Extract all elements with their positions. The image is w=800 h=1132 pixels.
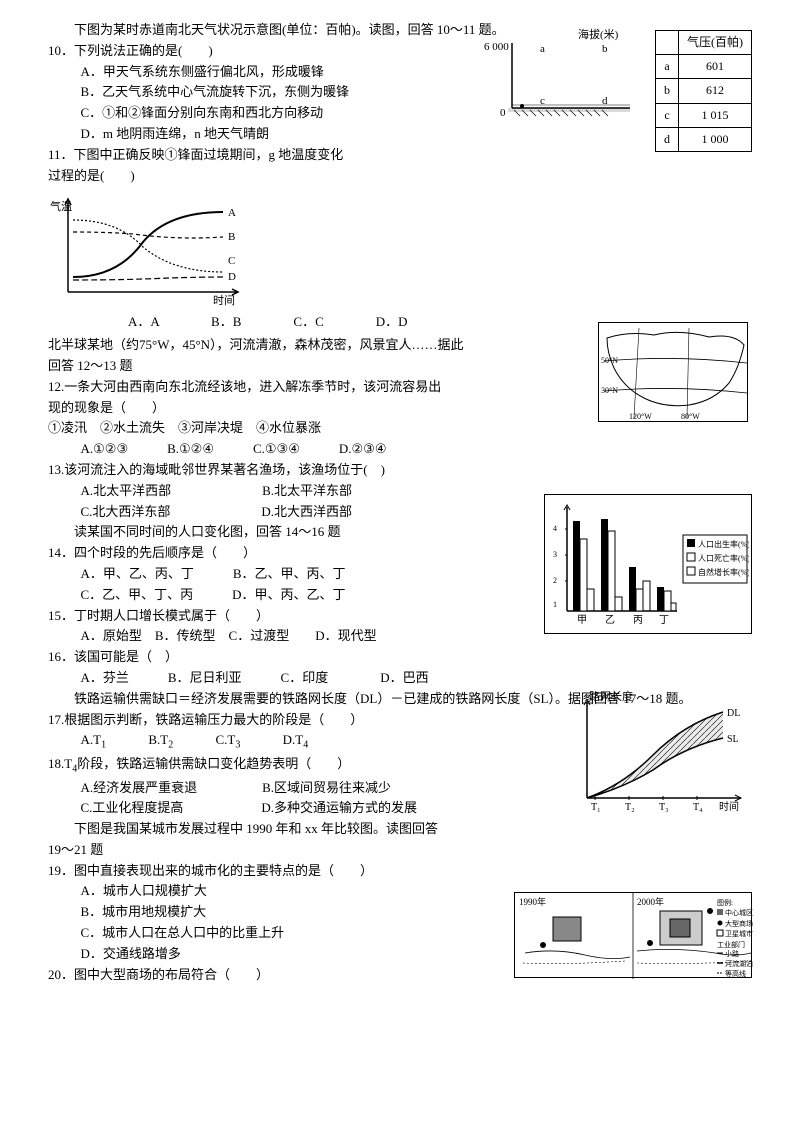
svg-text:B: B [228, 231, 235, 243]
intro-19b: 19～21 题 [48, 840, 752, 861]
intro-19: 下图是我国某城市发展过程中 1990 年和 xx 年比较图。读图回答 [48, 819, 752, 840]
svg-text:1990年: 1990年 [519, 896, 546, 907]
q11-opts: A．A B．B C．C D．D [128, 312, 408, 333]
q10-stem: 10．下列说法正确的是( ) [48, 41, 752, 62]
q10-c: C．①和②锋面分别向东南和西北方向移动 [48, 103, 752, 124]
svg-text:自然增长率(%): 自然增长率(%) [698, 567, 749, 577]
q19-stem: 19．图中直接表现出来的城市化的主要特点的是（ ） [48, 861, 752, 882]
svg-text:时间: 时间 [719, 800, 739, 813]
q10-b: B．乙天气系统中心气流旋转下沉，东侧为暖锋 [48, 82, 752, 103]
svg-text:小路: 小路 [725, 949, 739, 958]
svg-text:等高线: 等高线 [725, 969, 746, 978]
q10-a: A．甲天气系统东侧盛行偏北风，形成暖锋 [48, 62, 752, 83]
svg-text:30°N: 30°N [601, 386, 618, 395]
svg-text:A: A [228, 207, 236, 219]
svg-text:a: a [540, 43, 545, 55]
altitude-diagram: 海拔(米) 6 000 0 a b c d [482, 28, 632, 120]
svg-text:工业部门: 工业部门 [717, 940, 745, 949]
svg-text:丁: 丁 [659, 615, 669, 626]
rail-chart: 路网长度 DL SL T₁ T₂ T₃ T₄ 时间 [573, 690, 748, 818]
svg-text:路网长度: 路网长度 [589, 690, 633, 703]
svg-text:乙: 乙 [605, 614, 615, 626]
svg-text:T₁: T₁ [591, 802, 601, 813]
svg-text:图例:: 图例: [717, 898, 733, 907]
pop-bar-chart: 4 3 2 1 甲 乙 丙 丁 [544, 494, 752, 634]
q12-opts: A.①②③ B.①②④ C.①③④ D.②③④ [48, 439, 752, 460]
svg-text:SL: SL [727, 734, 739, 745]
svg-text:人口出生率(%): 人口出生率(%) [698, 539, 749, 549]
svg-text:D: D [228, 271, 236, 283]
city-map: 1990年 2000年 图例: 中心城区 大型商场 卫星城市 工业部门 小路 河… [514, 892, 752, 978]
temp-line-chart: 气温 时间 A B C D [48, 192, 248, 312]
svg-text:中心城区: 中心城区 [725, 908, 753, 917]
svg-text:c: c [540, 95, 545, 107]
svg-text:3: 3 [553, 550, 557, 559]
svg-text:120°W: 120°W [629, 412, 652, 421]
svg-text:T₄: T₄ [693, 802, 703, 813]
svg-text:d: d [602, 95, 608, 107]
svg-text:气温: 气温 [50, 199, 72, 213]
svg-text:0: 0 [500, 107, 506, 119]
svg-text:甲: 甲 [577, 615, 587, 626]
svg-text:河流湖泊: 河流湖泊 [725, 959, 753, 968]
q13-stem: 13.该河流注入的海域毗邻世界某著名渔场，该渔场位于( ) [48, 460, 752, 481]
q10-d: D．m 地阴雨连绵，n 地天气晴朗 [48, 124, 752, 145]
svg-text:T₂: T₂ [625, 802, 635, 813]
svg-text:4: 4 [553, 524, 557, 533]
q11-stem: 11．下图中正确反映①锋面过境期间，g 地温度变化 [48, 145, 752, 166]
svg-text:DL: DL [727, 708, 740, 719]
svg-text:人口死亡率(%): 人口死亡率(%) [698, 553, 749, 563]
svg-text:b: b [602, 43, 608, 55]
svg-text:6 000: 6 000 [484, 41, 509, 53]
na-map: 50°N 30°N 120°W 80°W [598, 322, 748, 422]
intro-10-11: 下图为某时赤道南北天气状况示意图(单位：百帕)。读图，回答 10～11 题。 [48, 20, 752, 41]
svg-text:50°N: 50°N [601, 356, 618, 365]
svg-text:2: 2 [553, 576, 557, 585]
svg-text:80°W: 80°W [681, 412, 700, 421]
pressure-table: 气压(百帕) a601 b612 c1 015 d1 000 [655, 30, 752, 152]
svg-text:T₃: T₃ [659, 802, 669, 813]
q16-stem: 16．该国可能是（ ） [48, 647, 752, 668]
alt-ylabel: 海拔(米) [578, 28, 619, 41]
svg-text:C: C [228, 255, 235, 267]
svg-text:卫星城市: 卫星城市 [725, 929, 753, 938]
svg-text:2000年: 2000年 [637, 896, 664, 907]
svg-text:大型商场: 大型商场 [725, 919, 753, 928]
svg-text:丙: 丙 [633, 615, 643, 626]
svg-text:1: 1 [553, 600, 557, 609]
q16-opts: A．芬兰 B．尼日利亚 C．印度 D．巴西 [48, 668, 752, 689]
q11-stem2: 过程的是( ) [48, 166, 752, 187]
svg-text:时间: 时间 [213, 294, 235, 307]
